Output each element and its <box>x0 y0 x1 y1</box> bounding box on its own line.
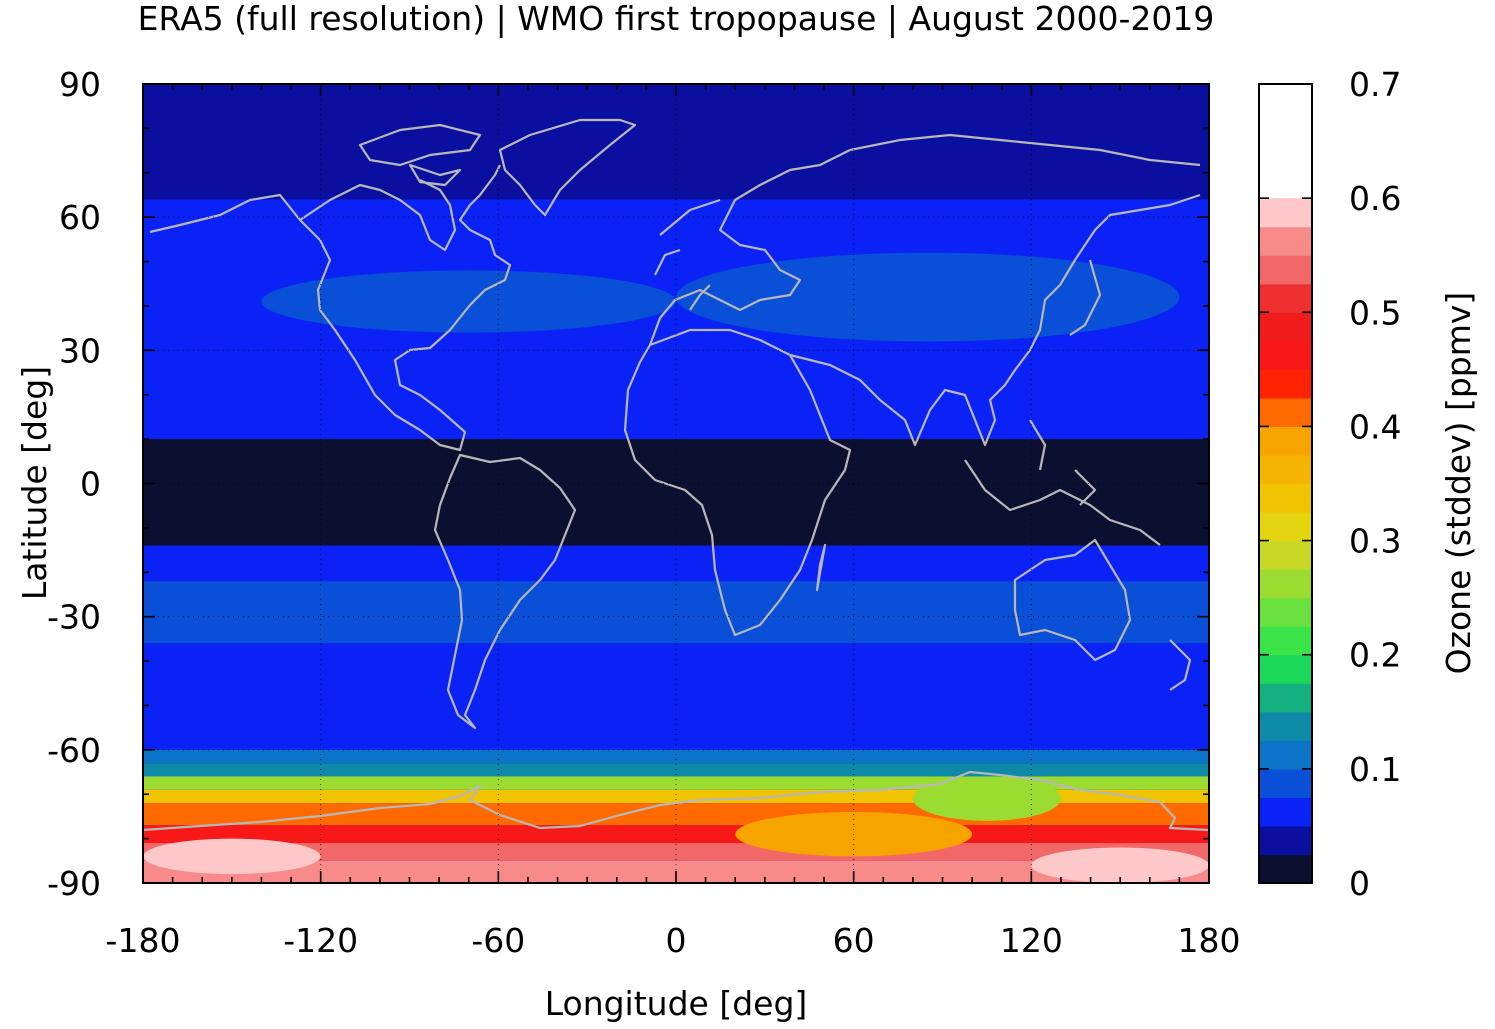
zonal-band-5 <box>143 581 1209 644</box>
y-tick-label: 60 <box>59 198 101 237</box>
colorbar-swatch <box>1259 797 1312 827</box>
colorbar-swatch <box>1259 312 1312 342</box>
y-tick-label: -90 <box>47 864 101 903</box>
colorbar-tick-label: 0.3 <box>1349 522 1401 561</box>
colorbar-swatch <box>1259 569 1312 599</box>
zonal-band-6 <box>143 643 1209 733</box>
colorbar-swatch <box>1259 626 1312 656</box>
colorbar-swatch <box>1259 740 1312 770</box>
colorbar-tick-label: 0 <box>1349 864 1370 903</box>
y-tick-label: -30 <box>47 598 101 637</box>
colorbar-swatch <box>1259 825 1312 856</box>
x-tick-label: 0 <box>666 921 687 960</box>
y-tick-label: -60 <box>47 731 101 770</box>
regional-feature-3 <box>912 776 1061 821</box>
grid <box>143 84 1209 883</box>
axis-ticks <box>142 83 1210 884</box>
regional-feature-5 <box>1031 847 1209 883</box>
x-axis-label: Longitude [deg] <box>545 984 808 1023</box>
x-tick-label: -60 <box>471 921 525 960</box>
x-tick-label: -120 <box>283 921 358 960</box>
colorbar-swatch <box>1259 711 1312 741</box>
x-tick-label: 60 <box>833 921 875 960</box>
colorbar-tick-label: 0.4 <box>1349 407 1401 446</box>
coastline-africa <box>623 328 852 637</box>
zonal-band-8 <box>143 749 1209 764</box>
x-tick-label: 120 <box>1000 921 1063 960</box>
zonal-bands <box>143 84 1209 883</box>
colorbar: 0 0.1 0.2 0.3 0.4 0.5 0.6 0.7 <box>1258 65 1401 903</box>
colorbar-swatch <box>1259 198 1312 228</box>
coastline-antarctica <box>143 770 1209 832</box>
coastline-asia <box>789 133 1201 447</box>
x-tick-labels: -180 -120 -60 0 60 120 180 <box>106 921 1241 960</box>
y-tick-label: 30 <box>59 331 101 370</box>
zonal-band-3 <box>143 439 1209 546</box>
y-tick-label: 0 <box>80 465 101 504</box>
colorbar-swatch <box>1259 683 1312 713</box>
coastline-southeast-asia <box>964 419 1161 546</box>
colorbar-swatch <box>1259 454 1312 485</box>
coastline-greenland <box>498 118 637 217</box>
colorbar-swatch <box>1259 255 1312 285</box>
plot-area <box>143 84 1209 883</box>
coastline-north-america <box>149 164 512 452</box>
coastline-south-america <box>433 453 577 730</box>
colorbar-swatch <box>1259 397 1312 428</box>
colorbar-swatch <box>1259 369 1312 399</box>
y-tick-label: 90 <box>59 65 101 104</box>
regional-feature-0 <box>261 270 676 333</box>
regional-feature-4 <box>143 838 321 875</box>
colorbar-swatch <box>1259 597 1312 627</box>
colorbar-swatch <box>1259 540 1312 570</box>
zonal-band-7 <box>143 732 1209 750</box>
y-axis-label: Latitude [deg] <box>15 366 54 600</box>
coastlines <box>143 118 1209 832</box>
x-tick-label: -180 <box>106 921 181 960</box>
colorbar-swatch <box>1259 483 1312 513</box>
x-tick-label: 180 <box>1178 921 1241 960</box>
colorbar-swatch <box>1259 768 1312 798</box>
colorbar-tick-label: 0.5 <box>1349 293 1401 332</box>
colorbar-tick-label: 0.6 <box>1349 179 1401 218</box>
colorbar-swatch <box>1259 426 1312 456</box>
coastline-europe <box>648 149 851 346</box>
y-tick-labels: 90 60 30 0 -30 -60 -90 <box>47 65 101 903</box>
coastline-australia <box>1013 538 1192 691</box>
colorbar-swatch <box>1259 854 1312 884</box>
zonal-band-4 <box>143 545 1209 582</box>
colorbar-swatch <box>1259 226 1312 256</box>
chart-title: ERA5 (full resolution) | WMO first tropo… <box>138 0 1215 38</box>
regional-feature-1 <box>676 252 1180 342</box>
colorbar-swatch <box>1259 340 1312 370</box>
colorbar-swatch <box>1259 654 1312 684</box>
colorbar-swatch <box>1259 283 1312 313</box>
colorbar-label: Ozone (stddev) [ppmv] <box>1439 292 1478 675</box>
coastline-arctic-islands <box>358 123 482 187</box>
colorbar-tick-label: 0.1 <box>1349 750 1401 789</box>
zonal-band-2 <box>143 368 1209 440</box>
regional-features <box>143 252 1209 883</box>
colorbar-tick-label: 0.2 <box>1349 636 1401 675</box>
colorbar-frame <box>1258 83 1313 884</box>
colorbar-ticks: 0 0.1 0.2 0.3 0.4 0.5 0.6 0.7 <box>1259 65 1401 903</box>
zonal-band-0 <box>143 84 1209 200</box>
colorbar-tick-label: 0.7 <box>1349 65 1401 104</box>
colorbar-swatches <box>1259 198 1312 884</box>
colorbar-swatch <box>1259 512 1312 542</box>
